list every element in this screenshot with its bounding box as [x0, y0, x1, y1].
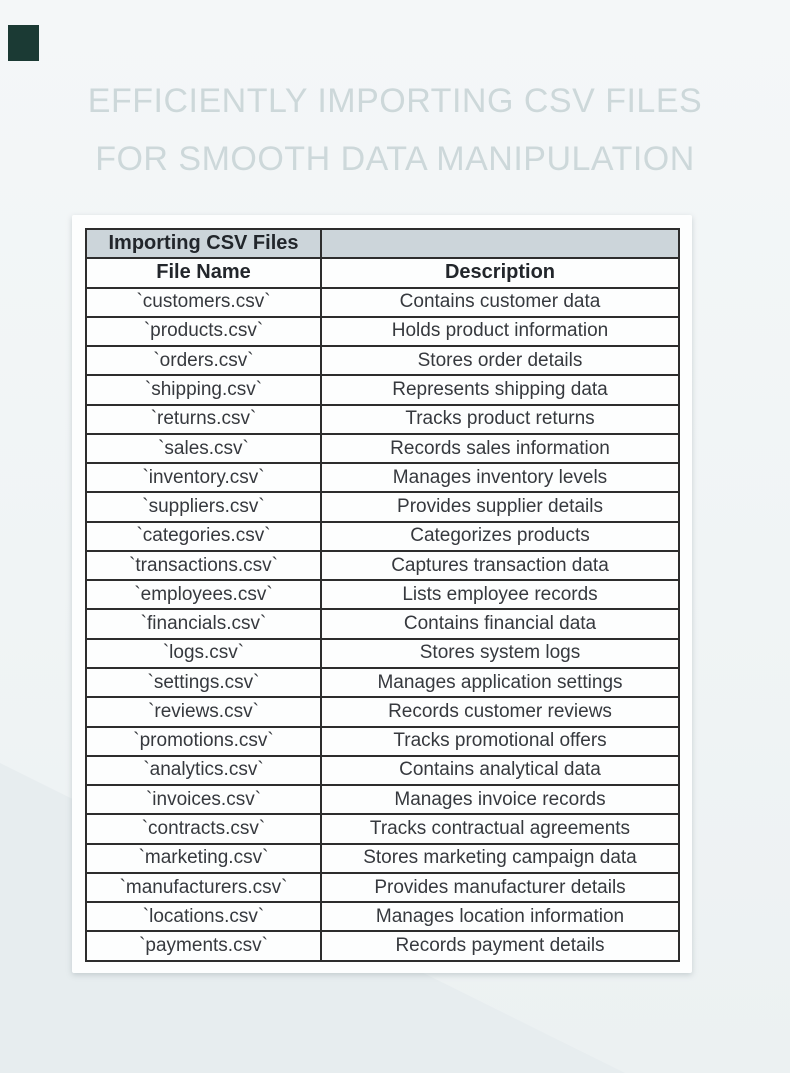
file-name-cell: `marketing.csv`: [85, 842, 322, 874]
description-cell: Stores order details: [320, 345, 680, 377]
description-cell: Lists employee records: [320, 579, 680, 611]
description-cell: Holds product information: [320, 315, 680, 348]
file-name-cell: `analytics.csv`: [85, 754, 322, 787]
file-name-cell: `locations.csv`: [85, 901, 322, 933]
file-name-cell: `customers.csv`: [85, 286, 322, 318]
table-row: `employees.csv` Lists employee records: [85, 579, 680, 611]
table-row: `customers.csv` Contains customer data: [85, 286, 680, 318]
description-cell: Contains analytical data: [320, 754, 680, 787]
table-row: `inventory.csv` Manages inventory levels: [85, 462, 680, 494]
table-row: `locations.csv` Manages location informat…: [85, 901, 680, 933]
file-name-cell: `reviews.csv`: [85, 696, 322, 728]
page-title-line2: FOR SMOOTH DATA MANIPULATION: [95, 140, 695, 178]
description-cell: Manages location information: [320, 901, 680, 933]
description-cell: Tracks promotional offers: [320, 725, 680, 757]
column-header-description: Description: [320, 257, 680, 289]
table-row: `promotions.csv` Tracks promotional offer…: [85, 725, 680, 757]
file-name-cell: `suppliers.csv`: [85, 491, 322, 523]
description-cell: Manages inventory levels: [320, 462, 680, 494]
file-name-cell: `transactions.csv`: [85, 549, 322, 582]
file-name-cell: `products.csv`: [85, 315, 322, 348]
file-name-cell: `orders.csv`: [85, 345, 322, 377]
file-name-cell: `payments.csv`: [85, 930, 322, 962]
brand-mark: [8, 25, 39, 61]
table-caption-row: Importing CSV Files: [85, 227, 680, 260]
table-caption-empty-cell: [320, 227, 680, 260]
description-cell: Manages invoice records: [320, 784, 680, 816]
file-name-cell: `financials.csv`: [85, 608, 322, 640]
table-row: `reviews.csv` Records customer reviews: [85, 696, 680, 728]
table-row: `settings.csv` Manages application settin…: [85, 666, 680, 699]
table-row: `shipping.csv` Represents shipping data: [85, 374, 680, 406]
file-name-cell: `inventory.csv`: [85, 462, 322, 494]
table-row: `categories.csv` Categorizes products: [85, 520, 680, 552]
page-title: EFFICIENTLY IMPORTING CSV FILES FOR SMOO…: [0, 72, 790, 188]
description-cell: Provides manufacturer details: [320, 871, 680, 904]
file-name-cell: `contracts.csv`: [85, 813, 322, 845]
table-row: `analytics.csv` Contains analytical data: [85, 754, 680, 787]
file-name-cell: `employees.csv`: [85, 579, 322, 611]
page-title-line1: EFFICIENTLY IMPORTING CSV FILES: [87, 82, 703, 120]
table-row: `orders.csv` Stores order details: [85, 345, 680, 377]
file-name-cell: `invoices.csv`: [85, 784, 322, 816]
table-row: `manufacturers.csv` Provides manufacturer…: [85, 871, 680, 904]
table-row: `sales.csv` Records sales information: [85, 432, 680, 465]
description-cell: Stores system logs: [320, 637, 680, 669]
table-row: `invoices.csv` Manages invoice records: [85, 784, 680, 816]
description-cell: Records payment details: [320, 930, 680, 962]
table-row: `returns.csv` Tracks product returns: [85, 403, 680, 435]
description-cell: Records sales information: [320, 432, 680, 465]
file-name-cell: `manufacturers.csv`: [85, 871, 322, 904]
file-name-cell: `logs.csv`: [85, 637, 322, 669]
description-cell: Tracks product returns: [320, 403, 680, 435]
table-card: Importing CSV Files File Name Descriptio…: [72, 215, 692, 973]
file-name-cell: `categories.csv`: [85, 520, 322, 552]
table-row: `transactions.csv` Captures transaction d…: [85, 549, 680, 582]
description-cell: Manages application settings: [320, 666, 680, 699]
table-row: `suppliers.csv` Provides supplier details: [85, 491, 680, 523]
description-cell: Tracks contractual agreements: [320, 813, 680, 845]
description-cell: Contains customer data: [320, 286, 680, 318]
description-cell: Records customer reviews: [320, 696, 680, 728]
description-cell: Stores marketing campaign data: [320, 842, 680, 874]
description-cell: Captures transaction data: [320, 549, 680, 582]
description-cell: Contains financial data: [320, 608, 680, 640]
table-header-row: File Name Description: [85, 257, 680, 289]
file-name-cell: `shipping.csv`: [85, 374, 322, 406]
table-row: `products.csv` Holds product information: [85, 315, 680, 348]
table-row: `marketing.csv` Stores marketing campaign…: [85, 842, 680, 874]
column-header-file-name: File Name: [85, 257, 322, 289]
file-name-cell: `settings.csv`: [85, 666, 322, 699]
table-row: `logs.csv` Stores system logs: [85, 637, 680, 669]
description-cell: Provides supplier details: [320, 491, 680, 523]
table-row: `payments.csv` Records payment details: [85, 930, 680, 962]
description-cell: Categorizes products: [320, 520, 680, 552]
description-cell: Represents shipping data: [320, 374, 680, 406]
table-row: `financials.csv` Contains financial data: [85, 608, 680, 640]
table-row: `contracts.csv` Tracks contractual agreem…: [85, 813, 680, 845]
table-caption: Importing CSV Files: [85, 227, 322, 260]
file-name-cell: `sales.csv`: [85, 432, 322, 465]
file-name-cell: `promotions.csv`: [85, 725, 322, 757]
csv-files-table: Importing CSV Files File Name Descriptio…: [85, 227, 680, 962]
file-name-cell: `returns.csv`: [85, 403, 322, 435]
